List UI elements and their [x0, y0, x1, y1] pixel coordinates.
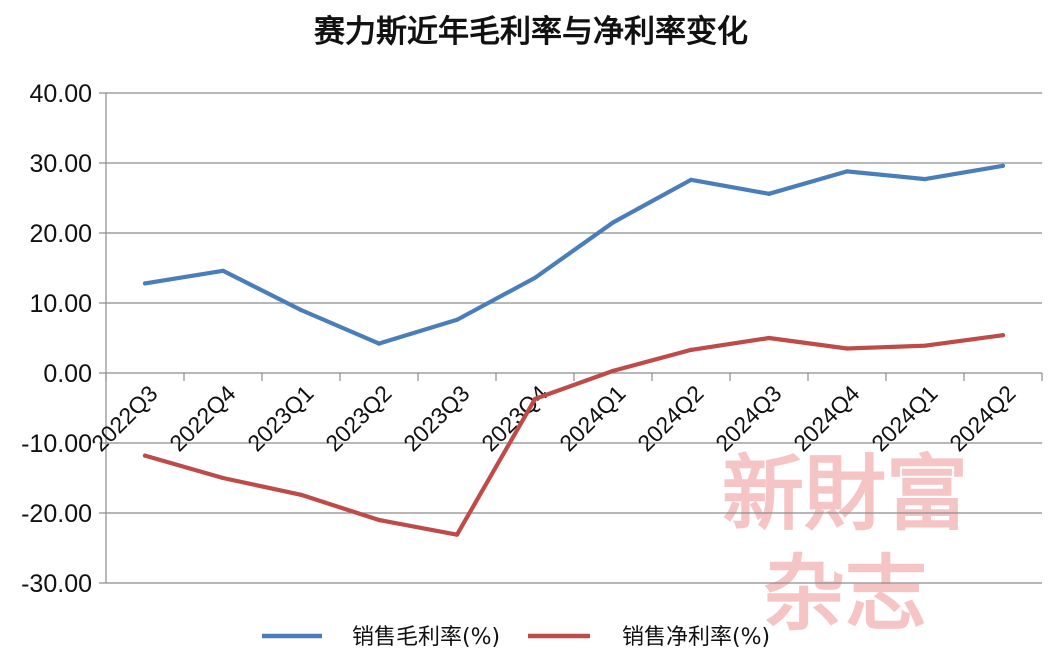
data-point — [610, 220, 616, 225]
data-point — [922, 343, 928, 348]
data-point — [532, 396, 538, 401]
data-point — [298, 307, 304, 313]
data-point — [220, 475, 226, 481]
legend-label: 销售毛利率(%) — [352, 625, 500, 650]
x-tick-label: 2022Q3 — [86, 380, 162, 456]
x-tick-label: 2023Q4 — [476, 380, 552, 456]
y-axis-ticks: -30.00 -20.00 -10.00 0.00 10.00 20.00 30.00 40.… — [21, 80, 92, 598]
legend: 销售毛利率(%) 销售净利率(%) — [262, 625, 770, 650]
data-point — [142, 281, 148, 286]
y-tick-label: 20.00 — [29, 220, 92, 248]
watermark-line-2: 杂志 — [763, 546, 927, 642]
data-point — [766, 191, 772, 196]
data-point — [1000, 333, 1006, 338]
data-point — [220, 268, 226, 273]
data-point — [688, 177, 694, 182]
data-point — [532, 275, 538, 280]
x-tick-label: 2023Q3 — [398, 380, 474, 456]
x-tick-label: 2024Q1 — [866, 380, 942, 456]
data-point — [376, 341, 382, 346]
x-tick-label: 2023Q2 — [320, 380, 396, 456]
data-point — [922, 177, 928, 182]
data-point — [844, 169, 850, 174]
y-tick-label: -10.00 — [21, 430, 92, 458]
y-tick-label: -30.00 — [21, 570, 92, 598]
y-tick-label: 0.00 — [43, 360, 92, 388]
series-line-net-margin — [142, 333, 1006, 537]
data-point — [844, 346, 850, 351]
data-point — [454, 317, 460, 322]
y-tick-label: 30.00 — [29, 150, 92, 178]
x-tick-label: 2024Q2 — [944, 380, 1020, 456]
data-point — [688, 347, 694, 352]
data-point — [610, 368, 616, 373]
x-tick-label: 2024Q3 — [710, 380, 786, 456]
x-tick-label: 2022Q4 — [164, 380, 240, 456]
chart-title: 赛力斯近年毛利率与净利率变化 — [314, 14, 748, 50]
y-tick-label: 40.00 — [29, 80, 92, 108]
data-point — [1000, 163, 1006, 168]
x-tick-label: 2024Q4 — [788, 380, 864, 456]
y-tick-label: 10.00 — [29, 290, 92, 318]
y-tick-label: -20.00 — [21, 500, 92, 528]
legend-label: 销售净利率(%) — [622, 625, 770, 650]
watermark-line-1: 新財富 — [722, 446, 968, 542]
x-tick-label: 2024Q2 — [632, 380, 708, 456]
x-tick-label: 2024Q1 — [554, 380, 630, 456]
data-point — [376, 517, 382, 523]
series-lines — [142, 163, 1006, 537]
series-line-gross-margin — [142, 163, 1006, 346]
x-axis: 2022Q3 2022Q4 2023Q1 2023Q2 2023Q3 2023Q4 2024… — [86, 373, 1043, 456]
data-point — [142, 453, 148, 458]
data-point — [298, 492, 304, 497]
x-tick-label: 2023Q1 — [242, 380, 318, 456]
watermark: 新財富 杂志 — [722, 446, 968, 642]
data-point — [454, 532, 460, 537]
data-point — [766, 335, 772, 341]
